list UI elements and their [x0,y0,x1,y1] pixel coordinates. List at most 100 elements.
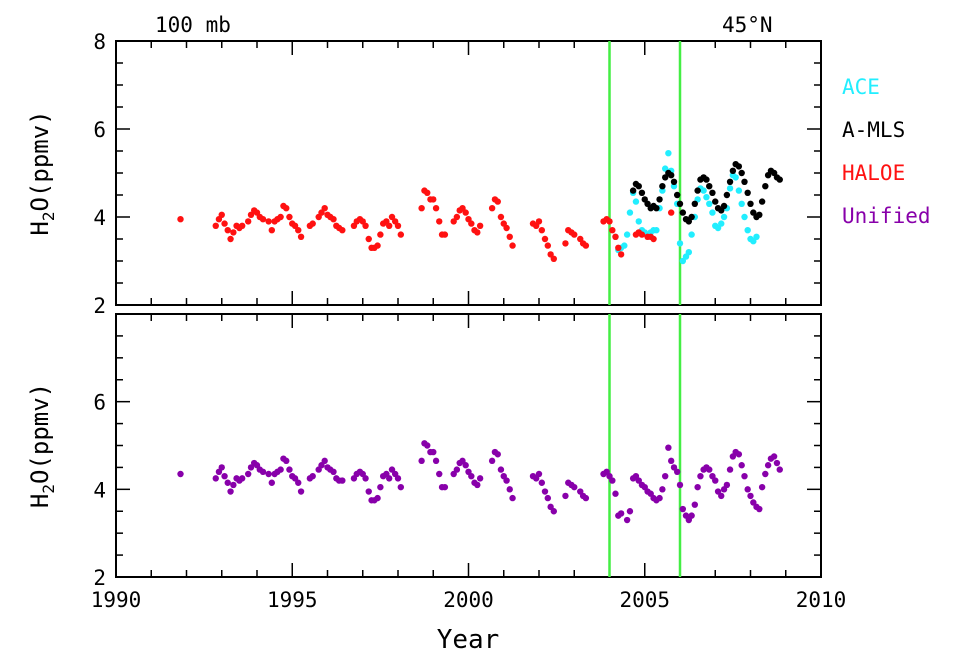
data-point [227,235,234,243]
data-point [277,466,284,473]
data-point [744,189,751,196]
data-point [506,486,513,493]
data-point [221,220,228,227]
data-point [453,213,461,221]
data-point [762,470,769,478]
data-point [488,457,496,465]
data-point [397,231,405,238]
data-point [688,213,695,221]
x-tick-label: 1995 [267,588,318,612]
data-point [268,479,276,486]
data-point [330,216,337,223]
data-point [432,205,440,212]
data-point [659,486,666,493]
data-point [318,209,325,216]
data-point [265,470,272,478]
data-point [653,227,660,234]
data-point [621,242,628,249]
data-point [735,187,743,194]
data-point [623,231,631,238]
data-point [291,222,299,229]
data-point [544,242,552,249]
data-point [212,222,219,229]
data-point [582,494,590,502]
data-point [286,466,293,473]
data-point [418,457,425,465]
data-point [753,233,760,240]
x-tick-label: 2000 [443,588,494,612]
data-point [436,218,443,225]
data-point [450,218,457,225]
data-point [741,178,748,185]
data-point [741,213,748,221]
data-point [617,510,625,517]
data-point [676,200,684,207]
data-point [688,231,695,238]
legend-entry: Unified [842,204,931,228]
data-point [494,451,501,458]
data-point [562,492,569,500]
data-point [720,202,728,210]
data-point [756,505,763,513]
data-point [697,472,704,480]
data-point [747,200,754,207]
data-point [321,205,328,212]
data-point [430,196,437,203]
data-point [764,462,772,469]
data-point [538,227,546,234]
data-point [394,475,402,482]
data-point [644,200,651,207]
data-point [339,227,346,234]
data-point [688,512,695,519]
data-point [679,209,687,216]
data-point [741,472,748,480]
top-panel: 2 4 6 8 H2O(ppmv) [26,30,822,318]
data-point [744,227,751,234]
data-point [653,205,660,212]
data-point [218,464,225,471]
data-point [617,251,625,258]
data-point [374,242,381,249]
data-point [685,249,693,256]
data-point [238,222,246,229]
data-point [670,178,678,185]
data-point [712,477,719,484]
data-point [550,255,558,262]
data-point [374,494,381,502]
data-point [468,220,475,227]
series-a-mls [629,161,783,225]
data-point [247,211,255,218]
data-point [667,457,675,465]
data-point [726,185,734,192]
data-point [238,475,246,482]
data-point [758,198,766,205]
y-tick-label: 6 [93,118,106,142]
data-point [385,475,393,482]
data-point [309,220,316,227]
data-point [365,488,372,495]
data-point [673,191,681,199]
legend: ACE A-MLS HALOE Unified [842,75,931,228]
data-point [488,205,496,212]
data-point [547,251,554,258]
y-tick-label: 2 [93,566,106,590]
data-point [295,479,302,486]
data-point [623,516,631,524]
data-point [626,209,634,216]
data-point [709,189,716,196]
data-point [750,238,757,245]
data-point [362,475,369,482]
y-tick-label: 4 [93,206,106,230]
data-point [283,205,290,212]
data-point [609,477,616,484]
data-point [436,470,443,478]
data-point [286,213,293,221]
data-point [650,235,657,243]
data-point [385,222,393,229]
data-point [265,218,272,225]
data-point [309,472,316,480]
data-point [773,459,781,467]
data-point [468,472,475,480]
data-point [562,240,569,247]
data-point [541,488,549,495]
